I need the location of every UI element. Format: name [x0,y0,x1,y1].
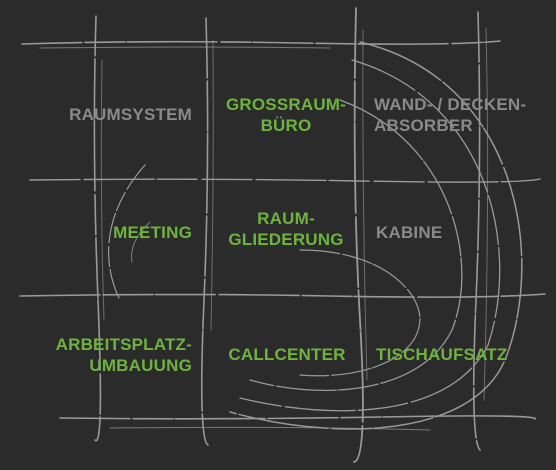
cell-arbeitsplatz-umbauung-line2: UMBAUUNG [89,356,192,375]
sketch-bottom-line-2 [109,426,431,431]
sketch-col4-line [472,11,481,451]
cell-arbeitsplatz-umbauung[interactable]: ARBEITSPLATZ- UMBAUUNG [18,334,192,376]
sketch-col2-line [200,17,209,446]
cell-tischaufsatz[interactable]: TISCHAUFSATZ [376,344,546,365]
sketch-col4-line-2 [483,27,489,401]
sketch-arc-4 [299,249,421,377]
cell-raumgliederung-line1: RAUM- [257,209,315,228]
sketch-col3-line [353,7,364,463]
sketch-row2-line [19,293,546,298]
sketch-bottom-line [59,415,536,420]
cell-callcenter[interactable]: CALLCENTER [200,344,374,365]
cell-tischaufsatz-line1: TISCHAUFSATZ [376,345,508,364]
cell-arbeitsplatz-umbauung-line1: ARBEITSPLATZ- [55,335,192,354]
sketch-arc-outer [229,41,523,430]
sketch-arc-2 [239,59,501,412]
sketch-arc-left [107,164,146,301]
sketch-arc-small [131,221,151,263]
sketch-col2-line-2 [210,39,214,331]
cell-wand-decken-absorber-line2: ABSORBER [374,116,473,135]
cell-kabine[interactable]: KABINE [376,222,546,243]
cell-raumgliederung[interactable]: RAUM- GLIEDERUNG [200,208,372,250]
sketch-col3-line-2 [362,29,368,381]
cell-raumgliederung-line2: GLIEDERUNG [228,230,344,249]
sketch-top-line-2 [39,46,331,49]
sketch-arc-3 [249,99,463,392]
sketch-col1-line-2 [100,59,105,321]
cell-raumsystem-line1: RAUMSYSTEM [69,105,192,124]
sketch-row1-line [29,178,541,183]
cell-meeting[interactable]: MEETING [30,222,192,243]
cell-callcenter-line1: CALLCENTER [228,345,346,364]
sketch-top-line [21,40,501,45]
sketch-col1-line [93,15,102,442]
sketch-lines [19,7,546,463]
cell-raumsystem[interactable]: RAUMSYSTEM [30,104,192,125]
cell-meeting-line1: MEETING [113,223,192,242]
cell-grossraum-buero[interactable]: GROSSRAUM- BÜRO [200,94,372,136]
cell-kabine-line1: KABINE [376,223,443,242]
cell-wand-decken-absorber[interactable]: WAND- / DECKEN- ABSORBER [374,94,550,136]
cell-grossraum-buero-line1: GROSSRAUM- [225,95,347,114]
cell-wand-decken-absorber-line1: WAND- / DECKEN- [374,95,527,114]
cell-grossraum-buero-line2: BÜRO [260,116,312,135]
